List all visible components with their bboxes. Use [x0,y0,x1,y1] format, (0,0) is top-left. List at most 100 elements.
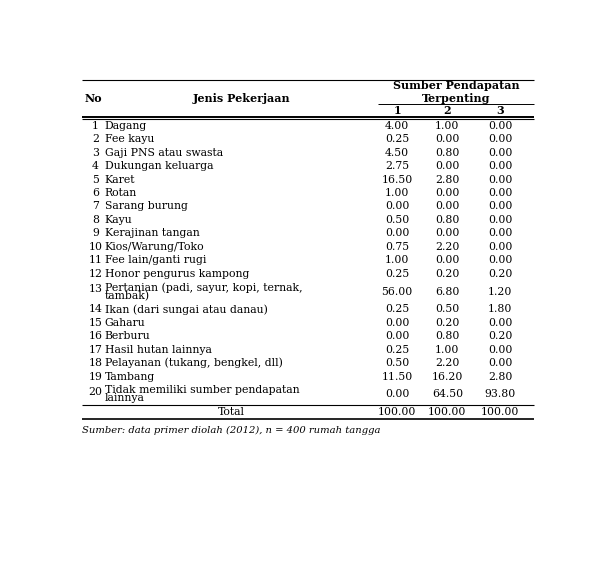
Text: Gaharu: Gaharu [105,318,145,328]
Text: Kios/Warung/Toko: Kios/Warung/Toko [105,242,204,252]
Text: 12: 12 [89,269,103,279]
Text: 0.00: 0.00 [488,318,513,328]
Text: 9: 9 [92,229,99,238]
Text: Ikan (dari sungai atau danau): Ikan (dari sungai atau danau) [105,304,268,314]
Text: Jenis Pekerjaan: Jenis Pekerjaan [192,93,290,104]
Text: 0.00: 0.00 [385,389,409,400]
Text: Rotan: Rotan [105,188,137,198]
Text: Dagang: Dagang [105,121,147,130]
Text: No: No [84,93,103,104]
Text: 0.00: 0.00 [488,161,513,171]
Text: lainnya: lainnya [105,393,145,404]
Text: 0.00: 0.00 [385,229,409,238]
Text: 0.00: 0.00 [385,331,409,341]
Text: 0.25: 0.25 [385,304,409,314]
Text: 1.00: 1.00 [385,188,409,198]
Text: 0.20: 0.20 [435,318,459,328]
Text: 64.50: 64.50 [432,389,463,400]
Text: 0.00: 0.00 [385,318,409,328]
Text: 14: 14 [89,304,103,314]
Text: 0.80: 0.80 [435,147,459,158]
Text: 100.00: 100.00 [481,407,519,417]
Text: 3: 3 [92,147,99,158]
Text: 0.50: 0.50 [385,215,409,225]
Text: 0.00: 0.00 [488,358,513,368]
Text: 18: 18 [89,358,103,368]
Text: 0.00: 0.00 [488,121,513,130]
Text: 19: 19 [89,372,103,382]
Text: 2.80: 2.80 [488,372,513,382]
Text: Pelayanan (tukang, bengkel, dll): Pelayanan (tukang, bengkel, dll) [105,358,283,368]
Text: 2.80: 2.80 [435,175,459,184]
Text: 93.80: 93.80 [484,389,516,400]
Text: 2.20: 2.20 [435,242,459,252]
Text: 0.00: 0.00 [488,134,513,144]
Text: 0.50: 0.50 [435,304,459,314]
Text: Kerajinan tangan: Kerajinan tangan [105,229,200,238]
Text: 0.50: 0.50 [385,358,409,368]
Text: Sumber: data primer diolah (2012), n = 400 rumah tangga: Sumber: data primer diolah (2012), n = 4… [81,426,380,435]
Text: 13: 13 [89,284,103,295]
Text: 2.75: 2.75 [385,161,409,171]
Text: 0.00: 0.00 [435,188,459,198]
Text: Dukungan keluarga: Dukungan keluarga [105,161,213,171]
Text: 20: 20 [89,387,103,397]
Text: 11: 11 [89,255,103,266]
Text: Sumber Pendapatan
Terpenting: Sumber Pendapatan Terpenting [393,80,519,104]
Text: 1: 1 [92,121,99,130]
Text: 2: 2 [92,134,99,144]
Text: 0.80: 0.80 [435,215,459,225]
Text: 4.00: 4.00 [385,121,409,130]
Text: 0.00: 0.00 [488,229,513,238]
Text: 1.00: 1.00 [435,121,459,130]
Text: 7: 7 [92,201,99,212]
Text: 4.50: 4.50 [385,147,409,158]
Text: 2: 2 [444,106,451,117]
Text: 0.00: 0.00 [435,134,459,144]
Text: 3: 3 [496,106,504,117]
Text: 1.20: 1.20 [488,287,513,296]
Text: 5: 5 [92,175,99,184]
Text: 0.00: 0.00 [488,188,513,198]
Text: 0.20: 0.20 [488,331,513,341]
Text: 0.00: 0.00 [488,215,513,225]
Text: 0.00: 0.00 [488,175,513,184]
Text: 17: 17 [89,345,103,355]
Text: 6: 6 [92,188,99,198]
Text: 0.00: 0.00 [488,345,513,355]
Text: 0.75: 0.75 [385,242,409,252]
Text: 0.00: 0.00 [435,255,459,266]
Text: Fee lain/ganti rugi: Fee lain/ganti rugi [105,255,206,266]
Text: Fee kayu: Fee kayu [105,134,154,144]
Text: 0.00: 0.00 [435,161,459,171]
Text: 1.80: 1.80 [488,304,513,314]
Text: Karet: Karet [105,175,135,184]
Text: 0.25: 0.25 [385,269,409,279]
Text: 0.25: 0.25 [385,134,409,144]
Text: 56.00: 56.00 [381,287,412,296]
Text: 0.00: 0.00 [385,201,409,212]
Text: 1.00: 1.00 [435,345,459,355]
Text: 0.00: 0.00 [488,147,513,158]
Text: Tambang: Tambang [105,372,155,382]
Text: Tidak memiliki sumber pendapatan: Tidak memiliki sumber pendapatan [105,385,300,396]
Text: 11.50: 11.50 [381,372,412,382]
Text: 10: 10 [89,242,103,252]
Text: 8: 8 [92,215,99,225]
Text: 100.00: 100.00 [378,407,416,417]
Text: 0.80: 0.80 [435,331,459,341]
Text: 0.20: 0.20 [435,269,459,279]
Text: Honor pengurus kampong: Honor pengurus kampong [105,269,249,279]
Text: Sarang burung: Sarang burung [105,201,188,212]
Text: 1.00: 1.00 [385,255,409,266]
Text: 0.00: 0.00 [488,255,513,266]
Text: Berburu: Berburu [105,331,151,341]
Text: 0.00: 0.00 [435,229,459,238]
Text: tambak): tambak) [105,291,150,301]
Text: 100.00: 100.00 [428,407,467,417]
Text: 0.00: 0.00 [488,201,513,212]
Text: Pertanian (padi, sayur, kopi, ternak,: Pertanian (padi, sayur, kopi, ternak, [105,282,303,293]
Text: 16.20: 16.20 [432,372,463,382]
Text: 2.20: 2.20 [435,358,459,368]
Text: 0.20: 0.20 [488,269,513,279]
